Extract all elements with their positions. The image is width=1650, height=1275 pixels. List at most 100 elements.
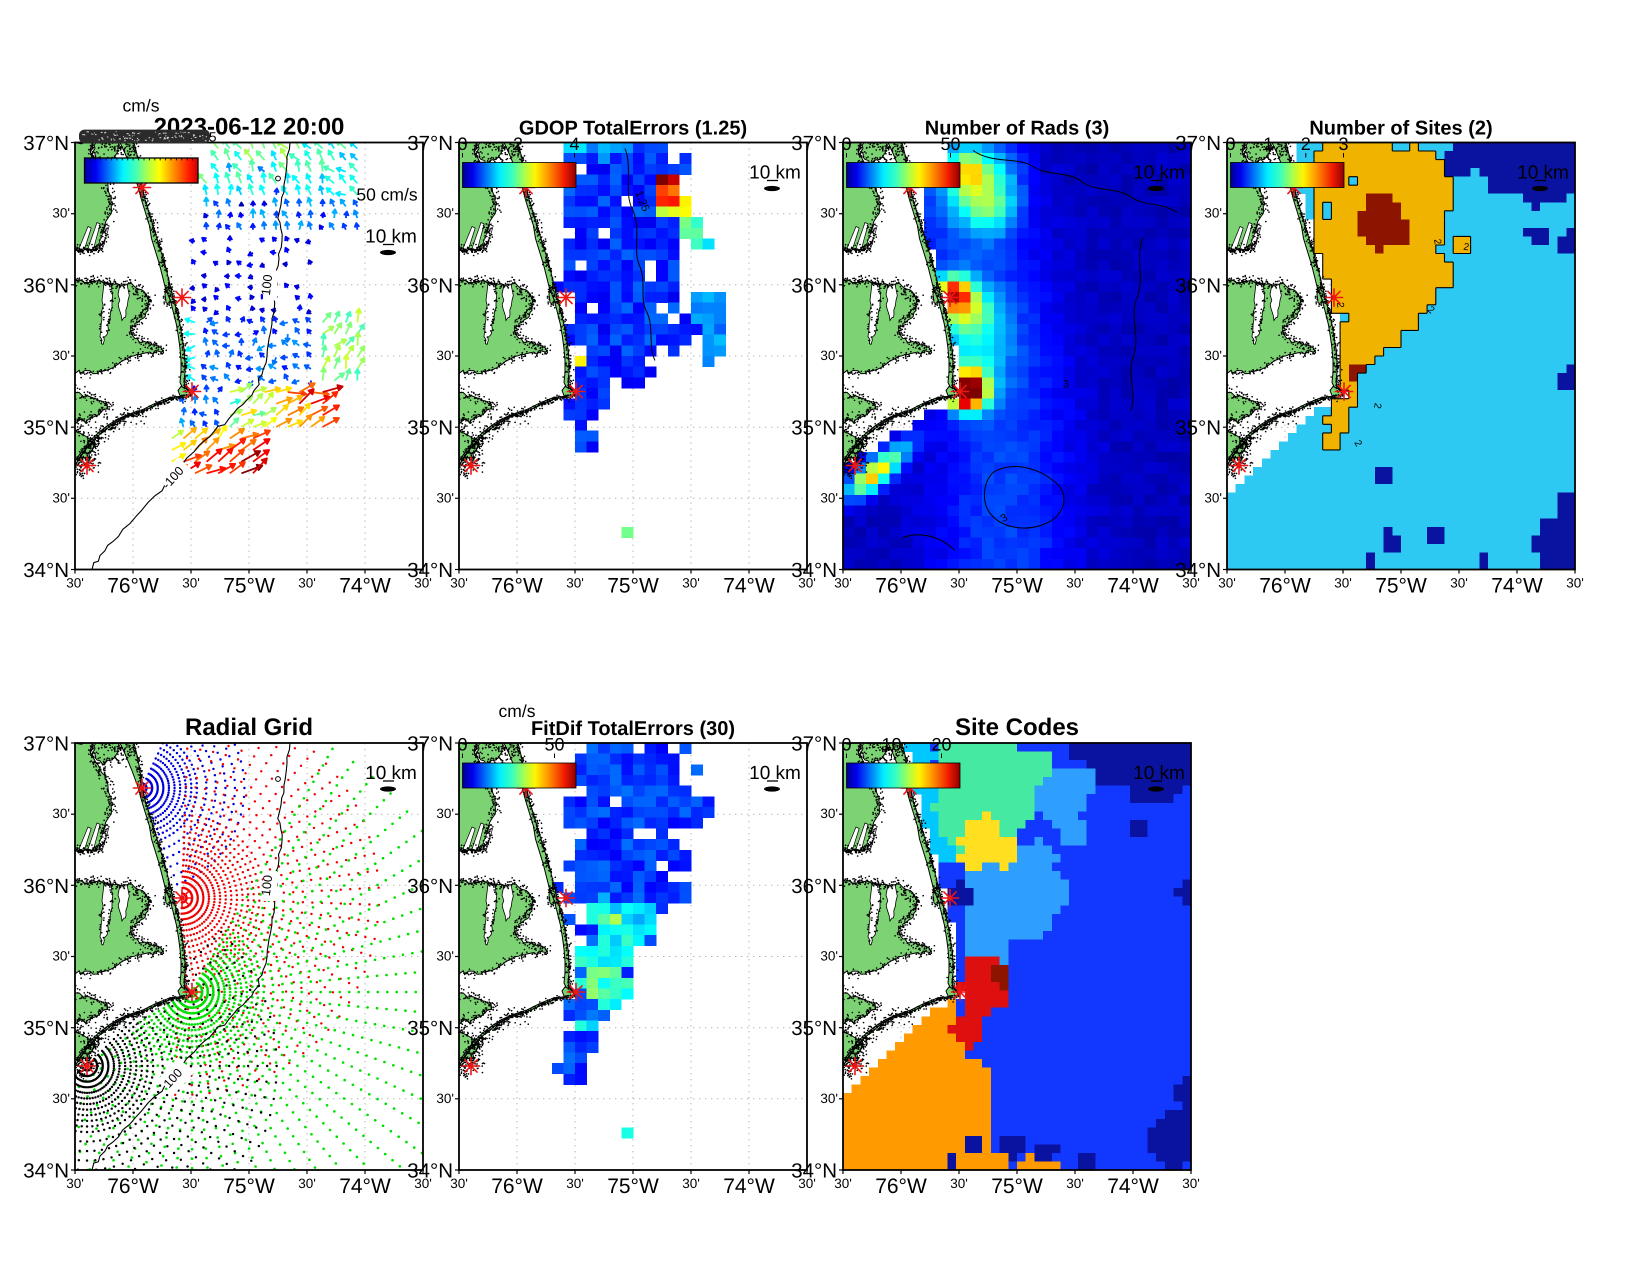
svg-text:74°W: 74°W	[723, 575, 775, 598]
svg-text:35°N: 35°N	[407, 417, 453, 440]
svg-text:34°N: 34°N	[23, 1160, 69, 1183]
svg-text:76°W: 76°W	[875, 575, 927, 598]
svg-text:30': 30'	[436, 490, 454, 505]
svg-text:37°N: 37°N	[23, 132, 69, 155]
svg-text:37°N: 37°N	[407, 132, 453, 155]
svg-text:30': 30'	[820, 806, 838, 821]
svg-text:37°N: 37°N	[23, 733, 69, 756]
svg-text:20: 20	[931, 735, 951, 755]
svg-text:1: 1	[1263, 134, 1273, 154]
svg-text:2: 2	[513, 134, 523, 154]
svg-text:30': 30'	[820, 348, 838, 363]
svg-text:30': 30'	[414, 576, 432, 591]
svg-text:10 km: 10 km	[365, 227, 417, 248]
svg-text:30': 30'	[820, 1091, 838, 1106]
svg-text:0: 0	[841, 735, 851, 755]
svg-text:76°W: 76°W	[875, 1175, 927, 1198]
svg-text:30': 30'	[834, 576, 852, 591]
svg-text:30': 30'	[1566, 576, 1584, 591]
svg-text:74°W: 74°W	[1491, 575, 1543, 598]
svg-text:30': 30'	[1066, 1176, 1084, 1191]
svg-text:5: 5	[209, 130, 217, 145]
svg-text:34°N: 34°N	[407, 1160, 453, 1183]
svg-text:76°W: 76°W	[107, 1175, 159, 1198]
svg-text:74°W: 74°W	[723, 1175, 775, 1198]
svg-text:30': 30'	[66, 576, 84, 591]
svg-text:35°N: 35°N	[1175, 417, 1221, 440]
svg-text:3: 3	[1063, 379, 1069, 391]
svg-text:3: 3	[1338, 134, 1348, 154]
svg-text:36°N: 36°N	[407, 875, 453, 898]
svg-text:Site Codes: Site Codes	[955, 714, 1079, 741]
svg-text:10 km: 10 km	[1517, 163, 1569, 184]
svg-text:30': 30'	[182, 1176, 200, 1191]
svg-text:Number of Sites (2): Number of Sites (2)	[1309, 118, 1492, 140]
svg-text:30': 30'	[820, 490, 838, 505]
svg-text:cm/s: cm/s	[123, 96, 160, 116]
svg-text:75°W: 75°W	[1375, 575, 1427, 598]
svg-text:0: 0	[457, 134, 467, 154]
svg-text:30': 30'	[52, 1091, 70, 1106]
svg-text:2: 2	[1462, 242, 1470, 254]
svg-text:30': 30'	[1218, 576, 1236, 591]
svg-text:30': 30'	[52, 949, 70, 964]
svg-text:30': 30'	[1450, 576, 1468, 591]
svg-text:36°N: 36°N	[1175, 274, 1221, 297]
svg-text:75°W: 75°W	[607, 1175, 659, 1198]
svg-text:2: 2	[1334, 302, 1345, 309]
svg-text:30': 30'	[1066, 576, 1084, 591]
svg-text:4: 4	[569, 134, 579, 154]
svg-text:30': 30'	[436, 206, 454, 221]
svg-text:2: 2	[1431, 238, 1443, 246]
svg-text:30': 30'	[66, 1176, 84, 1191]
svg-text:74°W: 74°W	[339, 1175, 391, 1198]
svg-text:30': 30'	[52, 206, 70, 221]
svg-text:10 km: 10 km	[749, 763, 801, 784]
svg-text:30': 30'	[682, 1176, 700, 1191]
svg-text:100: 100	[259, 274, 275, 296]
svg-text:30': 30'	[834, 1176, 852, 1191]
svg-text:30': 30'	[414, 1176, 432, 1191]
svg-text:76°W: 76°W	[107, 575, 159, 598]
svg-text:10 km: 10 km	[1133, 763, 1185, 784]
svg-text:2: 2	[1425, 304, 1437, 316]
svg-text:30': 30'	[1204, 206, 1222, 221]
svg-text:30': 30'	[566, 1176, 584, 1191]
svg-text:30': 30'	[950, 1176, 968, 1191]
svg-text:0: 0	[1225, 134, 1235, 154]
svg-text:30': 30'	[820, 949, 838, 964]
svg-text:75°W: 75°W	[991, 575, 1043, 598]
svg-text:cm/s: cm/s	[499, 701, 536, 721]
svg-text:36°N: 36°N	[407, 274, 453, 297]
svg-text:50: 50	[940, 134, 960, 154]
svg-text:34°N: 34°N	[23, 559, 69, 582]
svg-text:30': 30'	[798, 1176, 816, 1191]
svg-text:35°N: 35°N	[407, 1017, 453, 1040]
svg-text:35°N: 35°N	[791, 417, 837, 440]
svg-text:30': 30'	[436, 1091, 454, 1106]
svg-text:100: 100	[259, 874, 275, 896]
svg-text:0: 0	[841, 134, 851, 154]
svg-text:37°N: 37°N	[407, 733, 453, 756]
svg-text:74°W: 74°W	[1107, 575, 1159, 598]
svg-text:30': 30'	[436, 949, 454, 964]
svg-text:36°N: 36°N	[791, 875, 837, 898]
svg-text:GDOP TotalErrors (1.25): GDOP TotalErrors (1.25)	[519, 118, 747, 140]
svg-text:30': 30'	[450, 576, 468, 591]
svg-text:76°W: 76°W	[491, 575, 543, 598]
svg-text:75°W: 75°W	[223, 1175, 275, 1198]
svg-text:50 cm/s: 50 cm/s	[356, 185, 418, 205]
svg-text:34°N: 34°N	[791, 559, 837, 582]
svg-text:Radial Grid: Radial Grid	[185, 714, 313, 741]
svg-text:30': 30'	[566, 576, 584, 591]
svg-text:75°W: 75°W	[223, 575, 275, 598]
svg-text:75°W: 75°W	[991, 1175, 1043, 1198]
svg-text:10 km: 10 km	[749, 163, 801, 184]
svg-text:74°W: 74°W	[1107, 1175, 1159, 1198]
svg-text:30': 30'	[298, 576, 316, 591]
svg-text:30': 30'	[1334, 576, 1352, 591]
svg-text:30': 30'	[682, 576, 700, 591]
svg-text:36°N: 36°N	[23, 875, 69, 898]
svg-text:0: 0	[457, 735, 467, 755]
svg-text:10 km: 10 km	[365, 763, 417, 784]
